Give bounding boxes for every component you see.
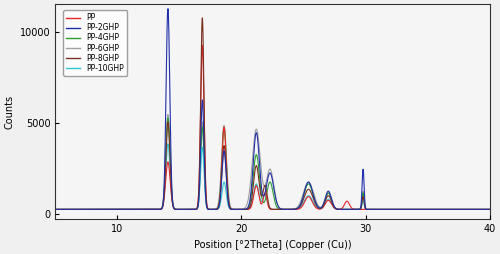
Line: PP-10GHP: PP-10GHP [55,144,490,209]
PP-4GHP [131,208,137,211]
Line: PP-8GHP: PP-8GHP [55,18,490,209]
PP-6GHP [131,208,137,211]
PP-6GHP [410,208,416,211]
PP [313,206,319,209]
PP-8GHP [200,17,205,20]
Y-axis label: Counts: Counts [4,95,14,129]
PP-6GHP [313,199,319,202]
PP [218,172,224,176]
PP [52,208,58,211]
PP [335,208,341,211]
PP-8GHP [410,208,416,211]
PP-10GHP [410,208,416,211]
PP [376,208,382,211]
PP-10GHP [486,208,492,211]
PP-4GHP [165,117,171,120]
PP-6GHP [376,208,382,211]
PP [410,208,416,211]
PP-8GHP [131,208,137,211]
PP-8GHP [313,203,319,206]
PP-6GHP [335,208,341,211]
PP [200,44,205,47]
PP-10GHP [335,208,341,211]
PP-6GHP [52,208,58,211]
Line: PP: PP [55,45,490,209]
PP-6GHP [165,113,171,116]
PP-8GHP [376,208,382,211]
PP-2GHP [131,208,137,211]
PP-8GHP [52,208,58,211]
PP-2GHP [335,208,341,211]
PP-2GHP [218,183,224,186]
PP-4GHP [335,208,341,211]
Line: PP-2GHP: PP-2GHP [55,9,490,209]
PP-4GHP [313,202,319,205]
X-axis label: Position [°2Theta] (Copper (Cu)): Position [°2Theta] (Copper (Cu)) [194,240,352,250]
Line: PP-6GHP: PP-6GHP [55,115,490,209]
PP-8GHP [218,180,224,183]
PP-10GHP [313,205,319,208]
PP-2GHP [410,208,416,211]
PP-6GHP [218,162,224,165]
PP-2GHP [165,7,171,10]
PP-10GHP [52,208,58,211]
PP-4GHP [410,208,416,211]
PP-10GHP [131,208,137,211]
PP [131,208,137,211]
PP-2GHP [376,208,382,211]
PP [486,208,492,211]
Legend: PP, PP-2GHP, PP-4GHP, PP-6GHP, PP-8GHP, PP-10GHP: PP, PP-2GHP, PP-4GHP, PP-6GHP, PP-8GHP, … [64,10,127,76]
PP-10GHP [376,208,382,211]
PP-10GHP [165,142,171,145]
PP-6GHP [486,208,492,211]
PP-4GHP [52,208,58,211]
PP-4GHP [376,208,382,211]
PP-2GHP [52,208,58,211]
PP-8GHP [335,208,341,211]
PP-4GHP [218,169,224,172]
PP-2GHP [313,201,319,204]
PP-4GHP [486,208,492,211]
PP-2GHP [486,208,492,211]
PP-8GHP [486,208,492,211]
PP-10GHP [218,196,224,199]
Line: PP-4GHP: PP-4GHP [55,118,490,209]
